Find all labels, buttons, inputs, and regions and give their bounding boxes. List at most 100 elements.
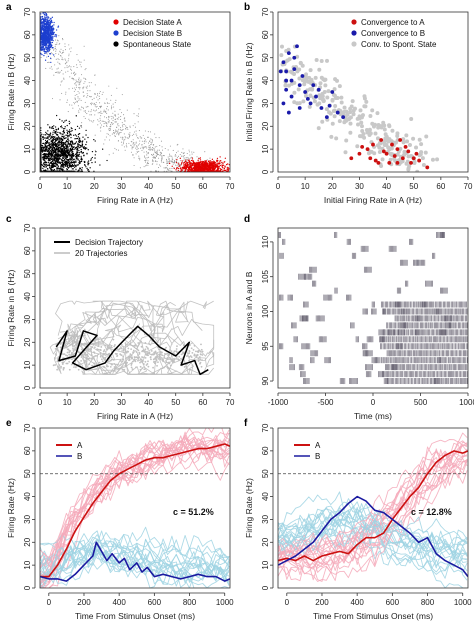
- data-point: [170, 350, 173, 353]
- data-point: [63, 137, 65, 140]
- data-point: [181, 162, 183, 164]
- data-point: [49, 23, 51, 25]
- data-point: [64, 143, 66, 145]
- data-point: [183, 168, 186, 170]
- data-point: [113, 363, 116, 365]
- data-point: [141, 137, 143, 139]
- data-point: [54, 160, 56, 162]
- data-point: [177, 155, 179, 157]
- data-point: [47, 31, 49, 33]
- data-point: [216, 166, 218, 168]
- data-point: [186, 170, 188, 172]
- data-point: [205, 164, 207, 166]
- data-point: [97, 348, 100, 351]
- data-point: [51, 26, 53, 28]
- data-point: [77, 59, 79, 61]
- data-point: [64, 46, 66, 48]
- data-point: [62, 59, 64, 61]
- data-point: [65, 160, 68, 163]
- data-point: [178, 170, 181, 172]
- data-point: [44, 164, 46, 167]
- data-point: [69, 133, 71, 136]
- data-point: [45, 161, 48, 163]
- data-point: [132, 349, 135, 352]
- data-point: [104, 111, 106, 113]
- data-point: [211, 158, 214, 160]
- data-point: [85, 106, 87, 108]
- data-point: [40, 47, 42, 49]
- data-point: [40, 26, 42, 28]
- data-point: [190, 166, 192, 168]
- data-point: [164, 147, 166, 150]
- data-point: [61, 92, 63, 94]
- data-point: [44, 12, 46, 14]
- data-point: [395, 147, 400, 152]
- data-point: [196, 353, 199, 356]
- data-point: [130, 140, 132, 142]
- data-point: [105, 108, 108, 110]
- data-point: [129, 132, 131, 134]
- data-point: [60, 365, 62, 368]
- data-point: [69, 159, 71, 161]
- data-point: [40, 142, 42, 144]
- data-point: [348, 130, 353, 135]
- data-point: [122, 345, 124, 348]
- data-point: [281, 60, 286, 65]
- data-point: [182, 167, 184, 169]
- data-point: [48, 149, 50, 152]
- data-point: [117, 123, 119, 125]
- data-point: [111, 106, 113, 109]
- data-point: [289, 94, 294, 99]
- data-point: [47, 49, 49, 51]
- data-point: [108, 139, 111, 141]
- x-tick-label: 0: [38, 182, 43, 191]
- data-point: [283, 83, 288, 88]
- data-point: [74, 153, 77, 156]
- data-point: [41, 39, 44, 41]
- data-point: [51, 162, 53, 165]
- data-point: [75, 168, 77, 170]
- data-point: [78, 127, 81, 129]
- data-point: [116, 87, 118, 89]
- data-point: [110, 128, 112, 130]
- data-point: [44, 150, 46, 152]
- data-point: [75, 82, 77, 84]
- data-point: [335, 110, 340, 115]
- data-point: [40, 38, 42, 40]
- data-point: [221, 168, 223, 171]
- data-point: [138, 143, 141, 145]
- data-point: [81, 142, 83, 144]
- data-point: [381, 149, 386, 154]
- data-point: [41, 23, 43, 25]
- data-point: [143, 166, 145, 168]
- data-point: [341, 115, 346, 120]
- data-point: [51, 20, 53, 22]
- data-point: [175, 161, 178, 163]
- data-point: [40, 53, 42, 55]
- legend-swatch: [113, 30, 119, 36]
- data-point: [117, 140, 119, 142]
- data-point: [48, 34, 51, 37]
- data-point: [64, 43, 66, 45]
- data-point: [191, 153, 193, 155]
- data-point: [183, 162, 186, 164]
- y-tick-label: 50: [23, 53, 32, 62]
- data-point: [80, 151, 82, 153]
- data-point: [182, 344, 185, 347]
- data-point: [392, 154, 397, 158]
- data-point: [148, 343, 151, 345]
- data-point: [102, 120, 104, 122]
- data-point: [196, 165, 198, 167]
- data-point: [49, 157, 52, 159]
- data-point: [124, 362, 127, 365]
- data-point: [46, 147, 48, 149]
- data-point: [332, 93, 337, 98]
- data-point: [114, 114, 116, 116]
- data-point: [63, 51, 65, 53]
- data-point: [53, 357, 56, 359]
- data-point: [51, 147, 53, 149]
- data-point: [190, 167, 192, 169]
- data-point: [70, 149, 72, 151]
- data-point: [152, 157, 154, 159]
- data-point: [100, 126, 102, 128]
